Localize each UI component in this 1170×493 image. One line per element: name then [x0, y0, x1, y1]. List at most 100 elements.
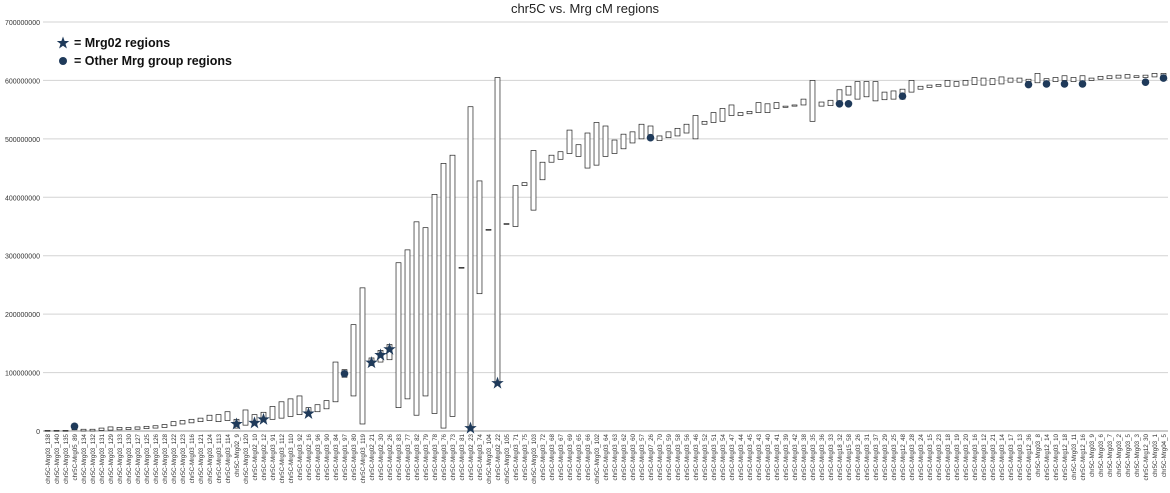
x-tick-label: chr5C-Mrg03_54: [720, 433, 727, 480]
range-bar: [1133, 75, 1140, 78]
range-bar: [197, 417, 204, 423]
range-bar: [503, 223, 510, 225]
range-bar: [467, 106, 474, 431]
x-tick-label: chr5C-Mrg02_26: [387, 433, 394, 480]
range-bar: [350, 324, 357, 397]
star-marker: [302, 406, 315, 419]
range-bar: [521, 182, 528, 186]
x-tick-label: chr5C-Mrg03_66: [585, 433, 592, 480]
dot-marker: [1141, 78, 1150, 86]
x-tick-label: chr5C-Mrg03_44: [738, 433, 745, 480]
range-bar: [161, 424, 168, 428]
x-tick-label: chr5C-Mrg02_16: [306, 433, 313, 480]
range-bar: [395, 262, 402, 408]
x-tick-label: chr5C-Mrg03_16: [972, 433, 979, 480]
x-tick-label: chr5C-Mrg03_57: [639, 433, 646, 480]
x-tick-label: chr5C-Mrg02_22: [495, 433, 502, 480]
range-bar: [458, 267, 465, 269]
x-tick-label: chr5C-Mrg03_64: [603, 433, 610, 480]
dot-marker: [1060, 80, 1069, 88]
legend-item-mrg02: = Mrg02 regions: [56, 34, 232, 52]
y-tick-label: 300000000: [5, 254, 40, 261]
x-tick-label: chr5C-Mrg03_96: [315, 433, 322, 480]
range-bar: [224, 411, 231, 421]
dot-marker: [340, 369, 349, 378]
range-bar: [494, 77, 501, 385]
x-tick-label: chr5C-Mrg03_135: [63, 433, 70, 483]
x-tick-label: chr5C-Mrg03_130: [126, 433, 133, 483]
range-bar: [548, 154, 555, 163]
x-tick-label: chr5C-Mrg03_120: [243, 433, 250, 483]
x-tick-label: chr5C-Mrg03_45: [747, 433, 754, 480]
range-bar: [836, 89, 843, 102]
range-bar: [575, 144, 582, 157]
x-tick-label: chr5C-Mrg03_2: [1116, 433, 1123, 477]
range-bar: [1034, 73, 1041, 84]
range-bar: [692, 115, 699, 140]
x-tick-label: chr5C-Mrg03_140: [54, 433, 61, 483]
x-tick-label: chr5C-Mrg18_32: [837, 433, 844, 480]
range-bar: [314, 404, 321, 413]
range-bar: [116, 427, 123, 431]
chart-legend: = Mrg02 regions = Other Mrg group region…: [56, 34, 232, 70]
x-tick-label: chr5C-Mrg03_25: [891, 433, 898, 480]
range-bar: [593, 122, 600, 166]
range-bar: [953, 81, 960, 87]
x-tick-label: chr5C-Mrg12_30: [1143, 433, 1150, 480]
x-tick-label: chr5C-Mrg12_48: [900, 433, 907, 480]
range-bar: [602, 125, 609, 157]
x-tick-label: chr5C-Mrg03_70: [657, 433, 664, 480]
range-bar: [1016, 77, 1023, 83]
range-bar: [89, 428, 96, 432]
chart-title: chr5C vs. Mrg cM regions: [510, 1, 660, 16]
star-icon: [56, 36, 70, 50]
range-bar: [431, 194, 438, 414]
range-bar: [449, 154, 456, 417]
range-bar: [215, 414, 222, 423]
range-bar: [656, 135, 663, 141]
range-bar: [620, 133, 627, 150]
x-tick-label: chr5C-Mrg03_7: [1107, 433, 1114, 477]
x-tick-label: chr5C-Mrg02_30: [378, 433, 385, 480]
x-tick-label: chr5C-Mrg03_31: [864, 433, 871, 480]
x-tick-label: chr5C-Mrg02_10: [252, 433, 259, 480]
x-tick-label: chr5C-Mrg03_74: [477, 433, 484, 480]
legend-label-mrg02: = Mrg02 regions: [74, 36, 171, 50]
x-tick-label: chr5C-Mrg03_39: [783, 433, 790, 480]
dot-marker: [844, 100, 853, 108]
dot-marker: [70, 422, 79, 431]
range-bar: [125, 427, 132, 430]
x-tick-label: chr5C-Mrg03_52: [702, 433, 709, 480]
range-bar: [863, 81, 870, 98]
range-bar: [1142, 74, 1149, 78]
range-bar: [539, 161, 546, 181]
x-tick-label: chr5C-Mrg03_33: [828, 433, 835, 480]
x-tick-label: chr5C-Mrg03_37: [873, 433, 880, 480]
x-tick-label: chr5C-Mrg03_104: [486, 433, 493, 483]
x-tick-label: chr5C-Mrg03_84: [333, 433, 340, 480]
y-tick-label: 600000000: [5, 78, 40, 85]
range-bar: [674, 127, 681, 137]
star-marker: [383, 342, 396, 355]
x-tick-label: chr5C-Mrg03_18: [945, 433, 952, 480]
range-bar: [440, 163, 447, 429]
star-marker: [464, 421, 477, 434]
x-tick-label: chr5C-Mrg03_1: [1152, 433, 1159, 477]
x-tick-label: chr5C-Mrg03_72: [540, 433, 547, 480]
range-bar: [800, 98, 807, 106]
x-tick-label: chr5C-Mrg03_75: [522, 433, 529, 480]
dot-marker: [835, 100, 844, 108]
range-bar: [827, 99, 834, 106]
y-tick-label: 500000000: [5, 137, 40, 144]
x-tick-label: chr5C-Mrg03_60: [630, 433, 637, 480]
x-tick-label: chr5C-Mrg15_58: [846, 433, 853, 480]
x-tick-label: chr5C-Mrg03_114: [225, 433, 232, 483]
x-tick-label: chr5C-Mrg03_76: [441, 433, 448, 480]
range-bar: [935, 84, 942, 87]
x-tick-label: chr5C-Mrg03_17: [1008, 433, 1015, 480]
x-tick-label: chr5C-Mrg03_125: [144, 433, 151, 483]
range-bar: [1061, 75, 1068, 81]
range-bar: [188, 418, 195, 424]
range-bar: [296, 395, 303, 415]
x-tick-label: chr5C-Mrg03_19: [954, 433, 961, 480]
